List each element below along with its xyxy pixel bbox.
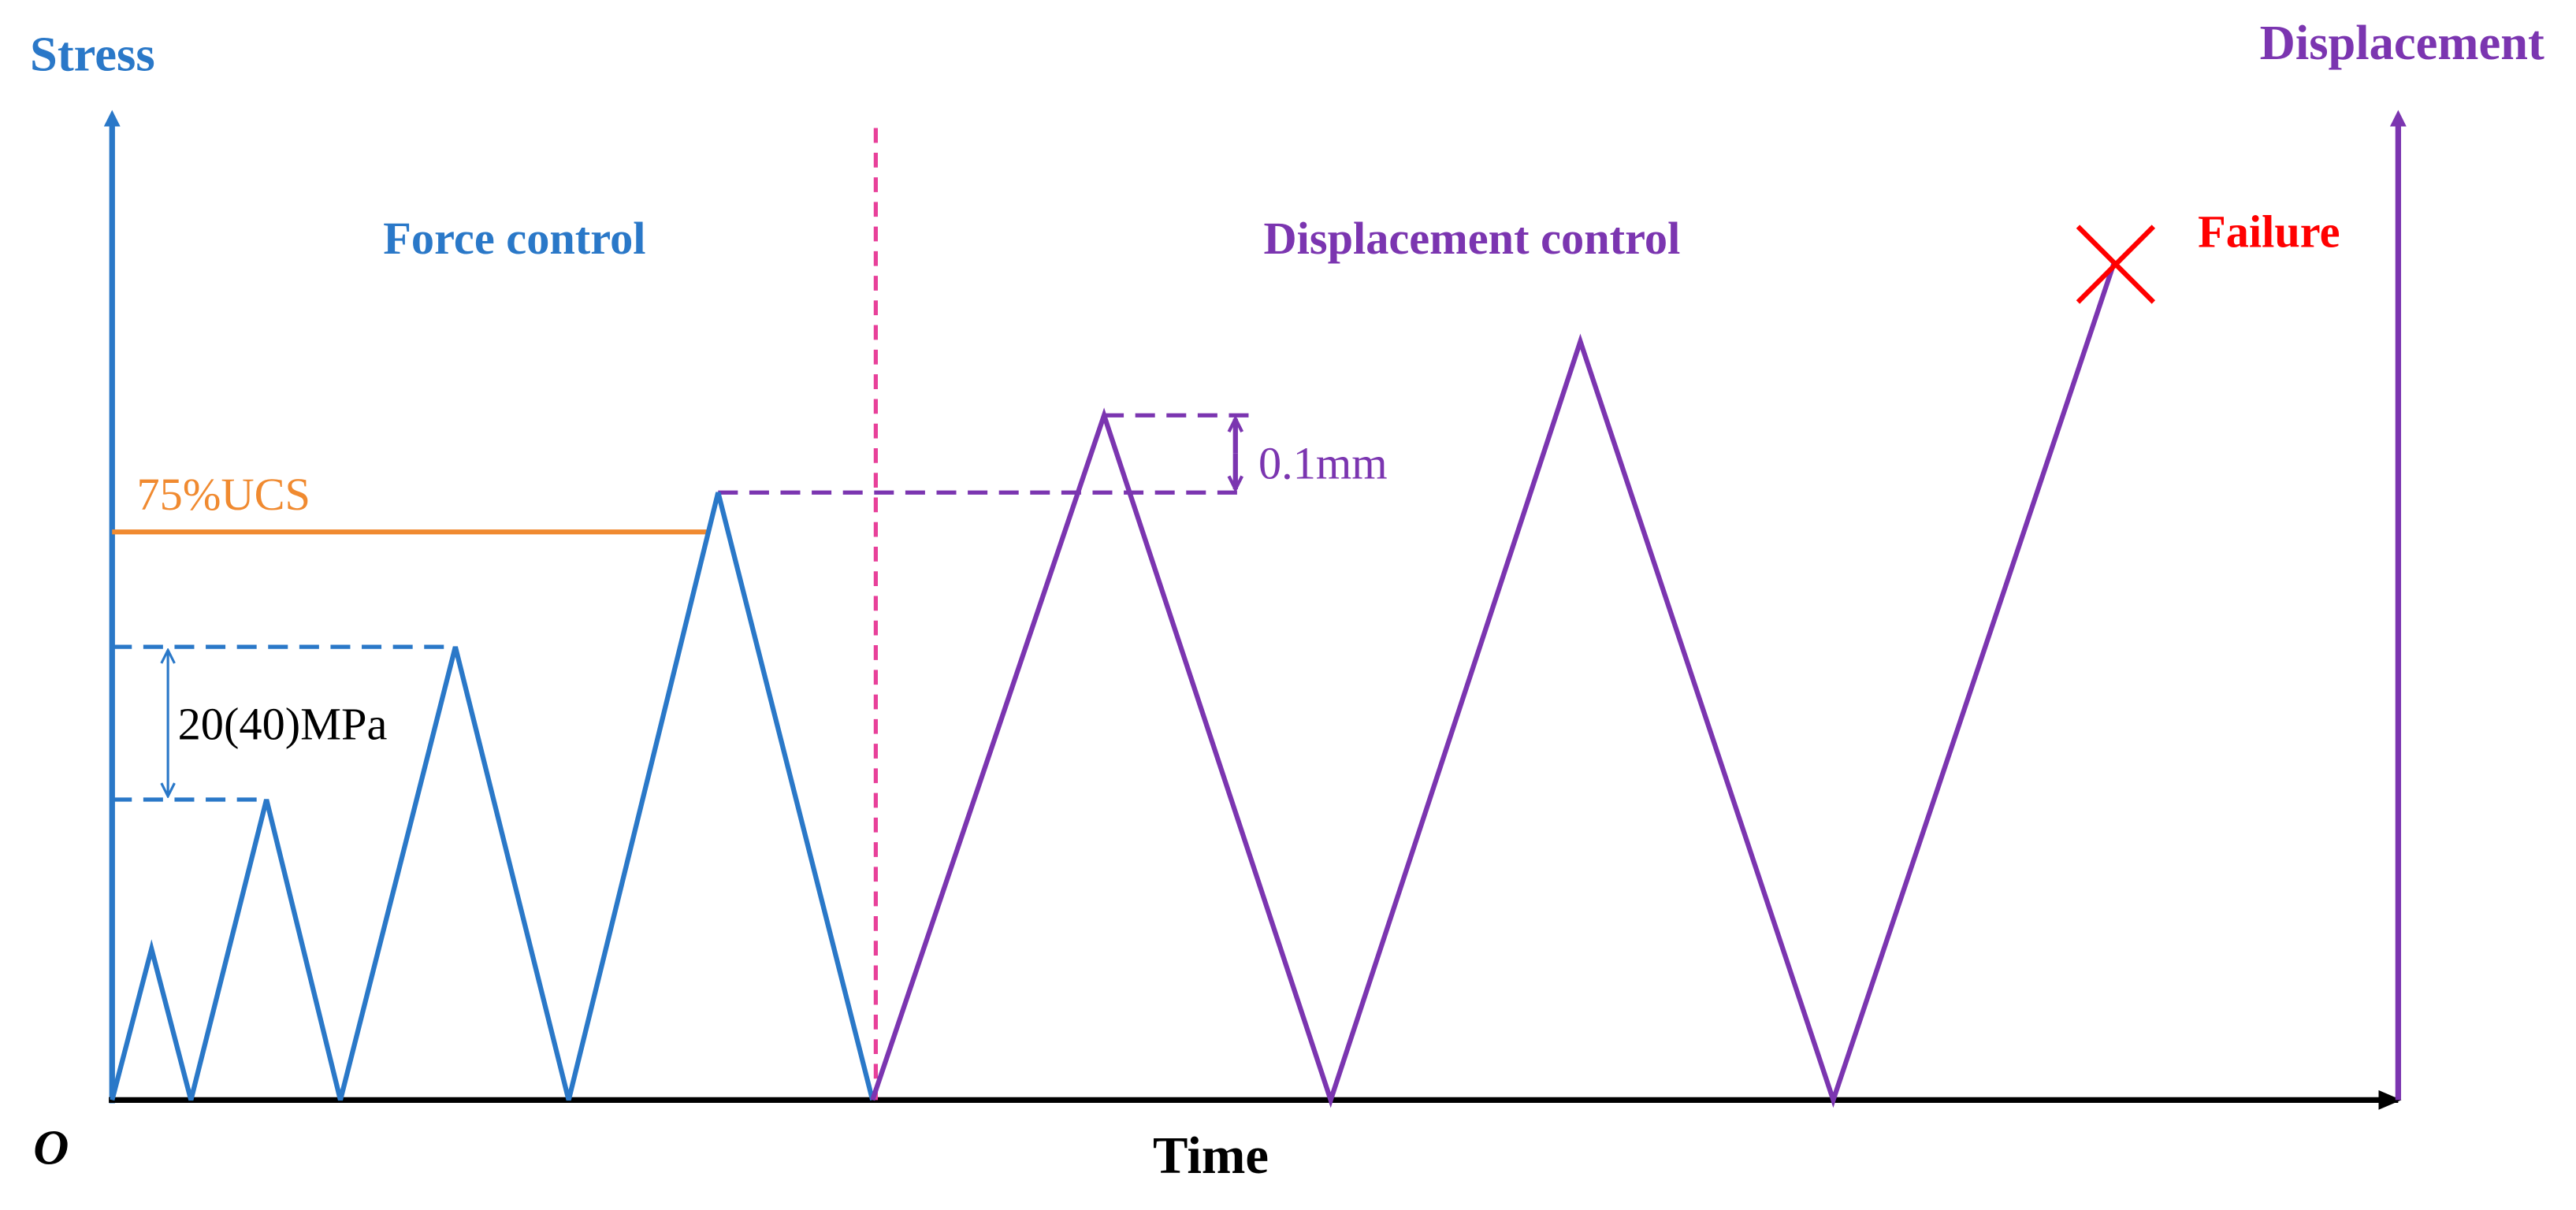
phase-label: Displacement control xyxy=(1264,213,1681,264)
threshold-label: 75%UCS xyxy=(137,469,310,520)
y-right-label: Displacement xyxy=(2260,15,2544,70)
failure-mark xyxy=(2076,225,2156,304)
stress-step-label: 20(40)MPa xyxy=(178,699,388,750)
y-left-label: Stress xyxy=(30,26,155,81)
force-control-path xyxy=(110,492,875,1101)
displacement-control-path xyxy=(870,262,2117,1108)
failure-label: Failure xyxy=(2198,206,2340,258)
displacement-step-label: 0.1mm xyxy=(1258,437,1388,488)
origin-label: O xyxy=(33,1119,69,1175)
phase-label: Force control xyxy=(383,213,645,264)
x-label: Time xyxy=(1153,1127,1269,1185)
